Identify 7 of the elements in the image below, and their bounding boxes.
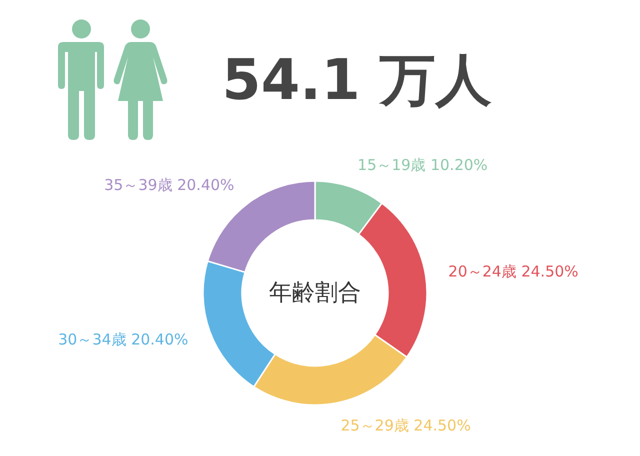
slice-label: 35～39歳 20.40% [104, 176, 234, 194]
slice-label: 25～29歳 24.50% [340, 416, 471, 435]
text: 年齢割合 [269, 280, 361, 306]
slice-label: 20～24歳 24.50% [448, 262, 578, 280]
chart-title: 54.1 万人 [222, 48, 492, 113]
slice-label: 15～19歳 10.20% [358, 156, 488, 174]
slice-label: 30～34歳 20.40% [58, 330, 188, 349]
